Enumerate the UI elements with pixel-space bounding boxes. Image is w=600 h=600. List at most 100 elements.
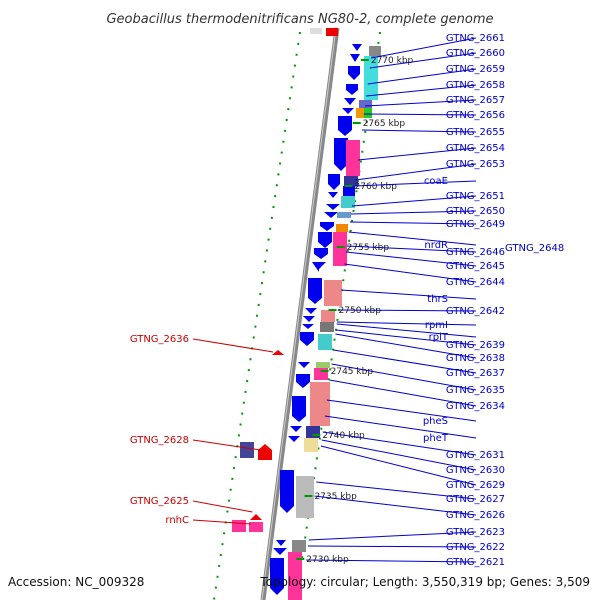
feature-box — [320, 322, 334, 332]
scale-tick-label: 2735 kbp — [314, 492, 357, 502]
gene-label-reverse: rnhC — [165, 515, 189, 526]
reverse-gene-arrow — [272, 350, 284, 355]
label-leader-line — [367, 68, 477, 85]
gene-label: GTNG_2622 — [446, 542, 505, 553]
feature-box — [306, 426, 320, 438]
feature-box — [316, 362, 330, 368]
gene-label: GTNG_2649 — [446, 219, 505, 230]
gene-label: GTNG_2651 — [446, 191, 505, 202]
label-leader-line — [324, 415, 477, 439]
scale-tick-label: 2740 kbp — [322, 431, 365, 441]
gene-arrow — [302, 324, 314, 329]
feature-boxes — [288, 46, 381, 600]
gene-segment-top-red — [326, 28, 338, 36]
gene-arrow — [348, 66, 360, 80]
label-leader-line — [192, 338, 274, 353]
accession-text: Accession: NC_009328 — [8, 575, 144, 589]
gene-label: GTNG_2660 — [446, 48, 505, 59]
feature-box — [369, 46, 381, 56]
outer-ruler-dots — [213, 31, 301, 600]
gene-label: GTNG_2630 — [446, 465, 505, 476]
feature-box — [359, 100, 372, 108]
feature-box — [346, 140, 360, 176]
label-leader-line — [306, 559, 477, 563]
label-leader-line — [321, 439, 477, 471]
label-leader-line — [335, 333, 477, 359]
feature-box — [288, 552, 302, 600]
label-leader-line — [355, 163, 477, 181]
gene-arrow — [303, 316, 315, 322]
label-leader-line — [371, 37, 477, 59]
reverse-feature-box — [249, 522, 263, 532]
gene-arrow — [344, 98, 356, 105]
feature-box — [364, 108, 372, 118]
feature-box — [310, 382, 330, 426]
gene-arrow — [334, 138, 348, 171]
label-leader-line — [192, 500, 253, 513]
gene-label: GTNG_2654 — [446, 143, 505, 154]
forward-gene-arrows — [270, 44, 362, 595]
gene-label: GTNG_2631 — [446, 450, 505, 461]
feature-box — [304, 438, 318, 452]
gene-label: GTNG_2650 — [446, 206, 505, 217]
gene-label: GTNG_2653 — [446, 159, 505, 170]
feature-box — [314, 368, 328, 380]
label-leader-line — [307, 545, 477, 548]
feature-box — [318, 334, 332, 350]
gene-label: GTNG_2634 — [446, 401, 505, 412]
gene-arrow — [308, 278, 322, 304]
label-leader-line — [357, 147, 477, 161]
gene-arrow — [290, 426, 302, 432]
feature-box — [324, 280, 342, 306]
gene-label: GTNG_2656 — [446, 110, 505, 121]
label-leader-line — [369, 52, 477, 69]
scale-tick-label: 2760 kbp — [355, 182, 398, 192]
label-leader-line — [329, 379, 477, 407]
gene-label: rpmI — [425, 320, 448, 331]
gene-arrow — [326, 204, 340, 210]
gene-label: GTNG_2655 — [446, 127, 505, 138]
gene-arrow — [273, 548, 287, 555]
gene-label: coaE — [424, 176, 448, 187]
feature-box — [341, 196, 355, 208]
label-leader-line — [344, 263, 477, 283]
feature-box — [321, 310, 335, 322]
gene-label: GTNG_2658 — [446, 80, 505, 91]
feature-box — [343, 186, 355, 196]
gene-arrow — [320, 222, 334, 231]
gene-label-reverse: GTNG_2625 — [130, 496, 189, 507]
label-leader-line — [361, 129, 477, 133]
gene-label: pheS — [423, 416, 448, 427]
gene-arrow — [276, 540, 286, 546]
gene-arrow — [280, 470, 294, 513]
label-leader-line — [336, 321, 477, 326]
gene-label: GTNG_2635 — [446, 385, 505, 396]
gene-label: GTNG_2629 — [446, 480, 505, 491]
scale-tick-label: 2765 kbp — [363, 119, 406, 129]
label-leader-line — [320, 445, 477, 486]
label-leader-line — [308, 531, 477, 541]
label-leader-line — [192, 439, 261, 451]
label-leader-line — [333, 349, 477, 374]
gene-label: GTNG_2621 — [446, 557, 505, 568]
label-leader-line — [363, 113, 477, 116]
gene-label: GTNG_2626 — [446, 510, 505, 521]
label-leader-line — [366, 84, 477, 97]
gene-label-reverse: GTNG_2636 — [130, 334, 189, 345]
label-leader-line — [345, 251, 477, 267]
topology-text: Topology: circular; Length: 3,550,319 bp… — [259, 575, 590, 589]
gene-label: GTNG_2644 — [446, 277, 505, 288]
label-leader-line — [326, 399, 477, 422]
gene-arrow — [288, 436, 300, 442]
gene-label: GTNG_2646 — [446, 247, 505, 258]
label-leader-line — [322, 431, 477, 456]
gene-label: nrdR — [424, 240, 448, 251]
gene-label-gtng-2648: GTNG_2648 — [505, 243, 564, 254]
feature-box — [333, 232, 347, 266]
gene-arrow — [328, 174, 340, 190]
label-leader-line — [348, 231, 477, 246]
scale-tick-label: 2750 kbp — [339, 306, 382, 316]
gene-arrow — [328, 192, 338, 198]
gene-arrow — [350, 54, 360, 62]
forward-gene-labels: GTNG_2661 GTNG_2660 GTNG_2659 GTNG_2658 GTNG… — [306, 33, 505, 568]
